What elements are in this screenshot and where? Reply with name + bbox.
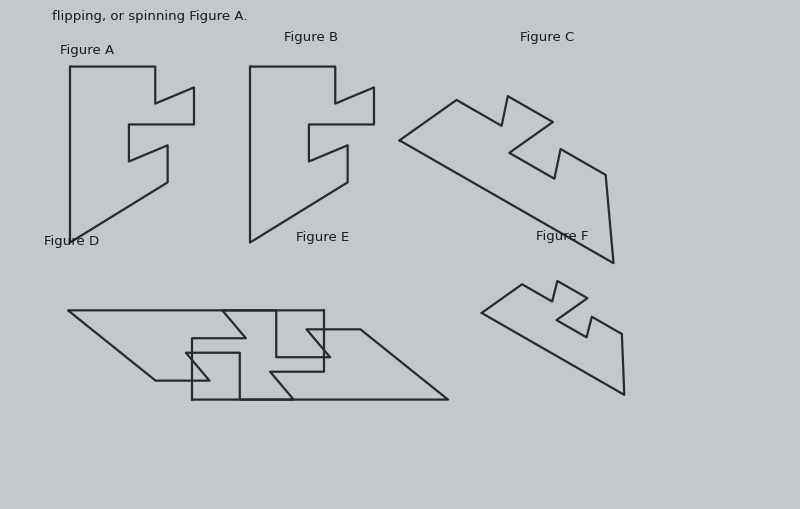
Text: Figure A: Figure A	[60, 43, 114, 56]
Text: Figure F: Figure F	[536, 229, 589, 242]
Text: Figure B: Figure B	[284, 31, 338, 44]
Text: Figure C: Figure C	[520, 31, 574, 44]
Text: flipping, or spinning Figure A.: flipping, or spinning Figure A.	[52, 10, 247, 23]
Text: Figure D: Figure D	[44, 234, 99, 247]
Text: Figure E: Figure E	[296, 230, 350, 243]
